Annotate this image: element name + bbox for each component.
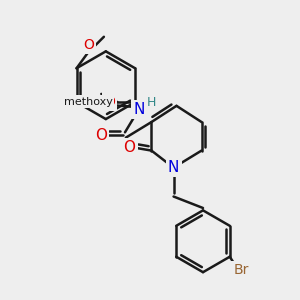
Text: Br: Br [233, 263, 249, 277]
Text: H: H [146, 96, 156, 110]
Text: N: N [133, 102, 145, 117]
Text: O: O [83, 38, 94, 52]
Text: methoxy: methoxy [64, 97, 112, 106]
Text: O: O [95, 128, 107, 143]
Text: O: O [123, 140, 135, 155]
Text: N: N [168, 160, 179, 175]
Text: O: O [104, 94, 115, 109]
